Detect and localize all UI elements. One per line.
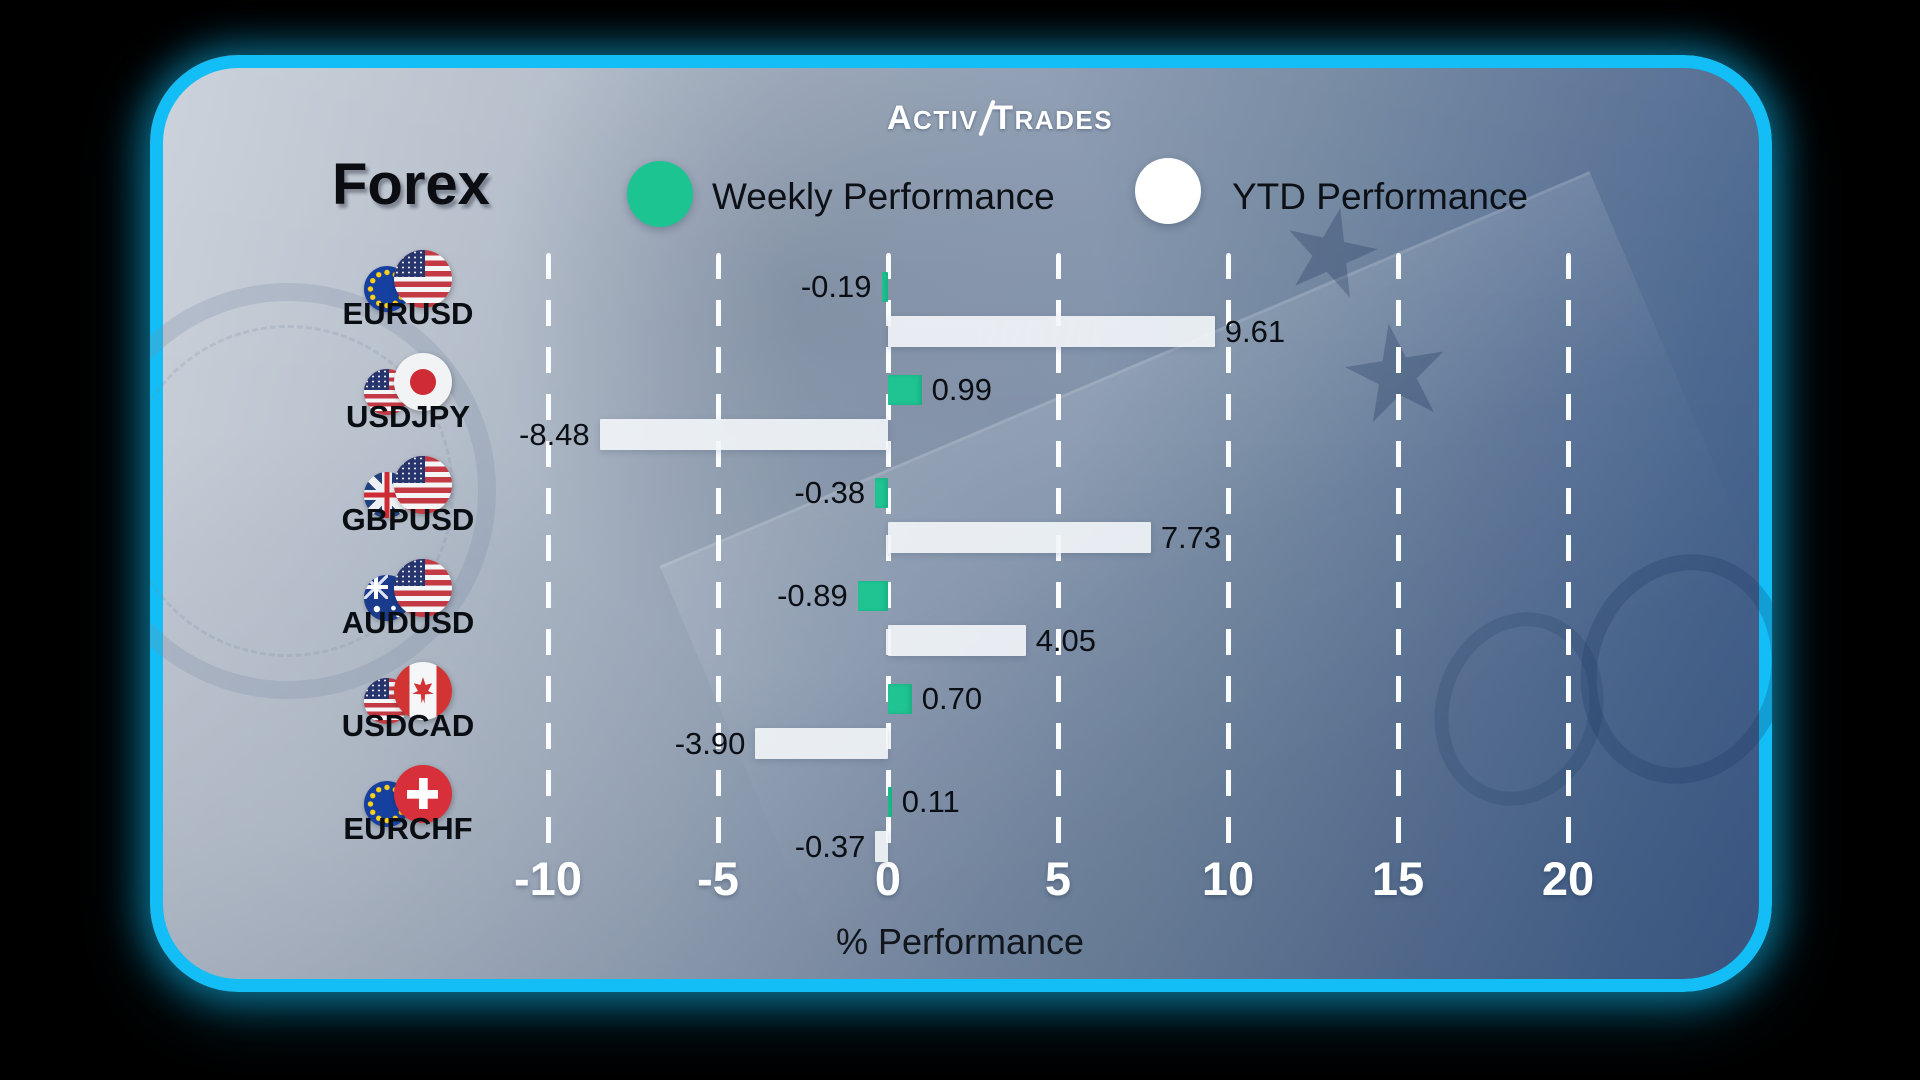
x-axis-title: % Performance xyxy=(835,921,1085,962)
value-label: -0.37 xyxy=(794,828,866,864)
value-label: 0.11 xyxy=(901,784,960,819)
weekly-bar-audusd xyxy=(857,581,888,611)
currency-flag-pair xyxy=(364,765,452,827)
chart-area: -10 -5 0 5 10 15 20 EURUSD -0.19 9.61 USDJPY 0.99 -8… xyxy=(150,55,1772,992)
value-label: 7.73 xyxy=(1160,519,1222,555)
value-label: -3.90 xyxy=(674,725,746,761)
currency-label: EURCHF xyxy=(343,811,473,846)
logo-trades-text: Trades xyxy=(992,99,1114,137)
ytd-bar-usdcad xyxy=(755,728,888,759)
ytd-bar-eurchf xyxy=(875,831,888,862)
currency-label: EURUSD xyxy=(342,296,474,331)
value-label: 9.61 xyxy=(1224,313,1286,349)
ytd-bar-audusd xyxy=(888,625,1026,656)
currency-label: AUDUSD xyxy=(341,605,475,640)
forex-panel: Activ Trades Forex Weekly Performance YTD… xyxy=(150,55,1772,992)
gridline xyxy=(1395,253,1401,847)
weekly-bar-eurchf xyxy=(888,787,892,817)
currency-label: USDJPY xyxy=(345,399,471,434)
value-label: -0.19 xyxy=(800,269,872,304)
currency-flag-pair xyxy=(364,353,452,415)
x-axis-tick-label: 5 xyxy=(1044,852,1072,905)
value-label: -8.48 xyxy=(519,416,590,452)
weekly-bar-usdjpy xyxy=(888,375,922,405)
flag-ch-icon xyxy=(394,765,452,823)
x-axis-tick-label: 10 xyxy=(1201,852,1255,905)
value-label: 4.05 xyxy=(1035,622,1097,658)
ytd-legend-label: YTD Performance xyxy=(1232,176,1529,217)
weekly-legend-label: Weekly Performance xyxy=(712,176,1055,217)
value-label: 0.70 xyxy=(921,681,983,716)
logo-activ-text: Activ xyxy=(886,99,979,137)
currency-label: GBPUSD xyxy=(341,502,475,537)
weekly-bar-eurusd xyxy=(881,272,888,302)
activtrades-logo: Activ Trades xyxy=(850,99,1150,138)
x-axis-tick-label: 15 xyxy=(1371,852,1425,905)
weekly-legend-dot-icon xyxy=(627,161,693,227)
ytd-bar-eurusd xyxy=(888,316,1215,347)
value-label: -0.38 xyxy=(794,475,866,510)
ytd-bar-usdjpy xyxy=(599,419,888,450)
x-axis-tick-label: -10 xyxy=(514,852,582,905)
gridline xyxy=(715,253,721,847)
gridline xyxy=(545,253,551,847)
ytd-bar-gbpusd xyxy=(888,522,1151,553)
x-axis-tick-label: -5 xyxy=(697,852,739,905)
flag-jp-icon xyxy=(394,353,452,411)
currency-flag-pair xyxy=(364,456,452,518)
flag-us-icon xyxy=(394,559,452,617)
flag-us-icon xyxy=(394,456,452,514)
gridline xyxy=(1225,253,1231,847)
ytd-legend-dot-icon xyxy=(1135,158,1201,224)
x-axis-tick-label: 20 xyxy=(1541,852,1595,905)
value-label: 0.99 xyxy=(931,372,992,407)
flag-us-icon xyxy=(394,250,452,308)
gridline xyxy=(1565,253,1571,847)
weekly-bar-usdcad xyxy=(888,684,912,714)
weekly-bar-gbpusd xyxy=(875,478,888,508)
page-title: Forex xyxy=(332,152,490,217)
currency-flag-pair xyxy=(364,559,452,621)
currency-label: USDCAD xyxy=(341,708,475,743)
currency-flag-pair xyxy=(364,250,452,312)
value-label: -0.89 xyxy=(777,578,848,613)
flag-ca-icon xyxy=(394,662,452,720)
currency-flag-pair xyxy=(364,662,452,724)
